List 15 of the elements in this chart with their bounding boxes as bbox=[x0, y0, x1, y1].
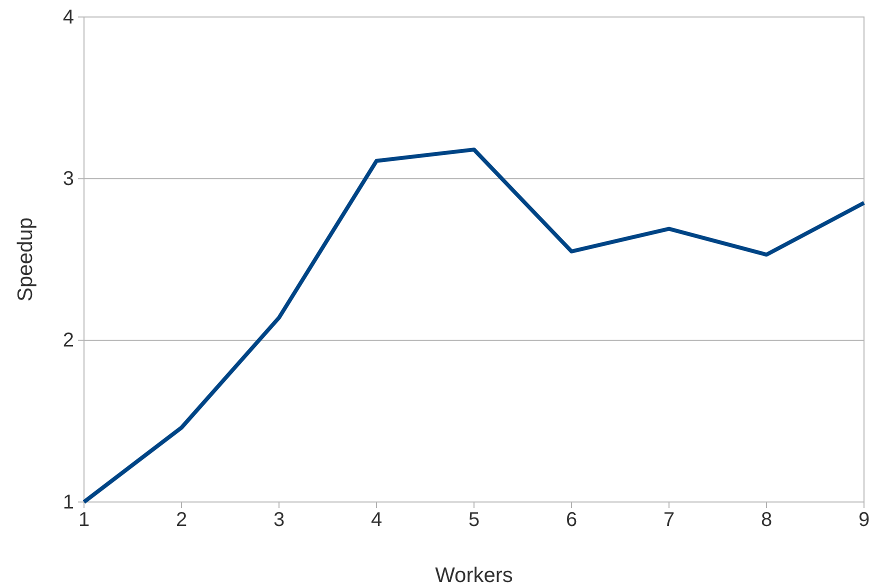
x-tick-label: 1 bbox=[78, 509, 90, 532]
x-tick-label: 2 bbox=[176, 509, 188, 532]
y-axis-title: Speedup bbox=[14, 217, 37, 302]
x-tick-label: 7 bbox=[663, 509, 675, 532]
x-tick-label: 4 bbox=[370, 509, 382, 532]
y-tick-label: 4 bbox=[62, 6, 74, 28]
x-tick-label: 3 bbox=[273, 509, 285, 532]
x-tick-label: 6 bbox=[566, 509, 578, 532]
x-tick-label: 5 bbox=[468, 509, 480, 532]
y-tick-label: 2 bbox=[62, 330, 74, 352]
x-tick-label: 9 bbox=[858, 509, 870, 532]
x-tick-label: 8 bbox=[760, 509, 772, 532]
x-axis-title: Workers bbox=[435, 564, 513, 587]
y-tick-label: 3 bbox=[62, 168, 74, 190]
y-tick-label: 1 bbox=[62, 491, 74, 514]
